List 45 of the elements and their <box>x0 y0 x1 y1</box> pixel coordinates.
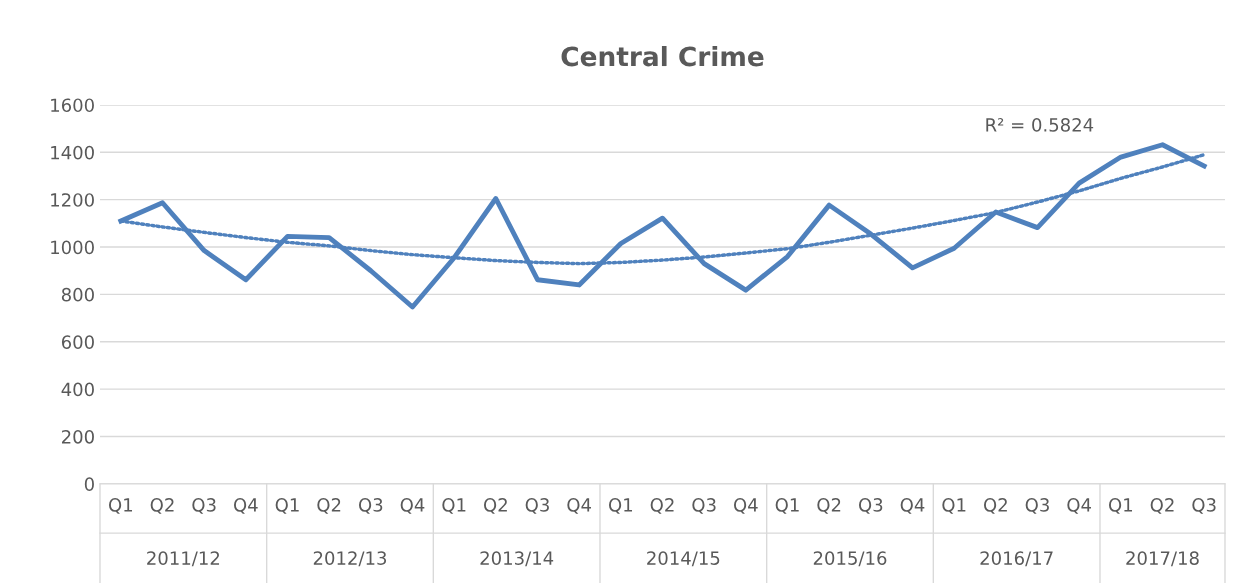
y-tick-label: 800 <box>61 287 94 302</box>
annotation: R² = 0.5824 <box>986 118 1094 132</box>
x-tick-label: Q1 <box>609 498 633 514</box>
x-tick-label: Q3 <box>359 498 383 514</box>
y-tick-label: 600 <box>61 335 94 349</box>
y-tick-label: 1000 <box>51 240 94 255</box>
y-tick-label: 1400 <box>51 145 94 160</box>
y-tick-label: 400 <box>61 382 94 397</box>
y-tick-label: 1600 <box>51 98 94 113</box>
x-tick-label: Q2 <box>150 498 174 514</box>
x-tick-label: Q1 <box>442 498 466 514</box>
x-tick-label: Q2 <box>484 498 507 514</box>
x-tick-label: Q4 <box>400 498 425 514</box>
chart-title: Central Crime <box>561 46 764 67</box>
y-tick-label: 1200 <box>51 193 94 207</box>
x-tick-label: Q1 <box>109 498 133 514</box>
x-tick-label: Q1 <box>275 498 299 514</box>
x-tick-label: Q2 <box>317 498 341 514</box>
text: 2012/13 <box>313 551 387 567</box>
x-tick-label: Q4 <box>900 498 925 514</box>
x-tick-label: Q1 <box>775 498 799 514</box>
x-tick-label: Q3 <box>859 498 883 514</box>
x-tick-label: Q3 <box>192 498 216 514</box>
y-tick-label: 0 <box>84 477 94 492</box>
x-tick-label: Q2 <box>984 498 1007 514</box>
x-tick-label: Q2 <box>650 498 674 514</box>
text: 2016/17 <box>980 551 1053 567</box>
x-tick-label: Q4 <box>734 498 758 514</box>
x-tick-label: Q3 <box>1025 498 1049 514</box>
x-tick-label: Q2 <box>817 498 841 514</box>
x-tick-label: Q1 <box>1109 498 1133 514</box>
x-tick-label: Q4 <box>234 498 258 514</box>
text: 2014/15 <box>647 551 720 567</box>
text: 2013/14 <box>480 551 554 567</box>
x-tick-label: Q1 <box>942 498 966 514</box>
x-tick-label: Q3 <box>692 498 716 514</box>
x-tick-label: Q4 <box>567 498 591 514</box>
text: 2015/16 <box>813 551 887 567</box>
x-tick-label: Q3 <box>525 498 549 514</box>
text: 2017/18 <box>1126 551 1199 567</box>
x-tick-label: Q3 <box>1192 498 1216 514</box>
x-tick-label: Q2 <box>1150 498 1174 514</box>
y-tick-label: 200 <box>62 429 94 444</box>
text: 2011/12 <box>147 551 220 567</box>
x-tick-label: Q4 <box>1067 498 1091 514</box>
